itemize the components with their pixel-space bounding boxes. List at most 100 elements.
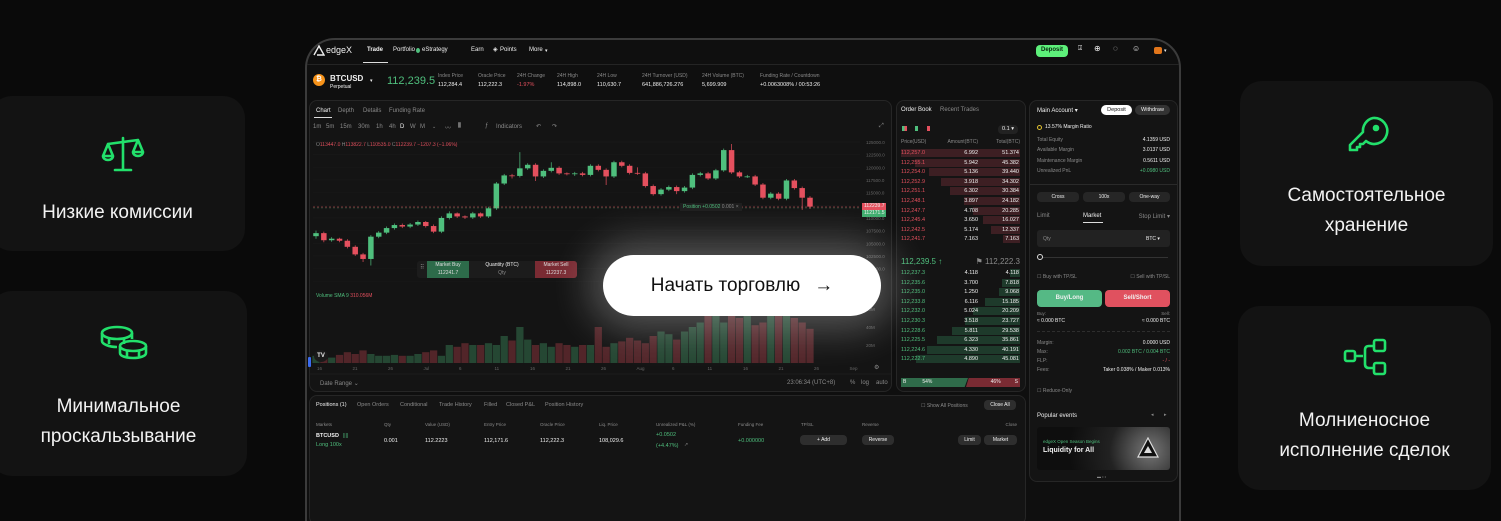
tab-market[interactable]: Market [1083,213,1102,219]
chart-tab[interactable]: Funding Rate [389,108,426,114]
orderbook-row[interactable]: 112,233.8 6.116 15.185 [901,297,1020,306]
close-limit-button[interactable]: Limit [958,435,981,445]
orderbook-row[interactable]: 112,251.1 6.302 30.384 [901,187,1020,196]
quantity-input[interactable]: Quantity (BTC) Qty [485,262,519,276]
book-asks-view-icon[interactable] [927,126,930,131]
indicators-icon[interactable]: ƒ [485,123,489,129]
orderbook-row[interactable]: 112,242.5 5.174 12.337 [901,225,1020,234]
carousel-dots[interactable]: ▬ • • [1097,474,1107,479]
drag-handle-icon[interactable]: ⠿ [420,265,425,271]
slider-handle[interactable] [1037,254,1043,260]
candle-style-icon[interactable]: ⫼ [458,123,461,129]
reverse-button[interactable]: Reverse [862,435,894,445]
interval-option[interactable]: 1m [313,124,322,130]
buy-tpsl-checkbox[interactable]: ☐ Buy with TP/SL [1037,274,1077,280]
positions-tab[interactable]: Trade History [439,402,472,408]
account-selector[interactable]: Main Account ▾ [1037,108,1078,114]
redo-icon[interactable]: ↷ [552,124,558,130]
show-all-positions-checkbox[interactable]: ☐ Show All Positions [921,403,968,409]
qty-unit-dropdown[interactable]: BTC ▾ [1146,236,1160,242]
interval-option[interactable]: 15m [340,124,352,130]
nav-points[interactable]: Points [500,47,517,53]
orderbook-row[interactable]: 112,245.4 3.650 16.027 [901,216,1020,225]
fullscreen-icon[interactable]: ⤢ [879,123,884,129]
orderbook-row[interactable]: 112,241.7 7.163 7.163 [901,235,1020,244]
positions-tab[interactable]: Open Orders [357,402,389,408]
nav-trade[interactable]: Trade [367,47,384,53]
event-banner[interactable]: edgeX Open Season Begins Liquidity for A… [1037,427,1170,470]
withdraw-button[interactable]: Withdraw [1135,105,1170,115]
positions-tab[interactable]: Closed P&L [506,402,536,408]
tab-limit[interactable]: Limit [1037,213,1050,219]
interval-option[interactable]: M [420,124,425,130]
positions-tab[interactable]: Position History [545,402,584,408]
date-range-dropdown[interactable]: Date Range ⌄ [320,381,359,387]
leverage-button[interactable]: 100x [1083,192,1125,202]
prev-event-icon[interactable]: ◂ [1151,412,1154,418]
book-both-view-icon[interactable] [902,126,907,131]
orderbook-row[interactable]: 112,232.0 5.024 20.209 [901,307,1020,316]
market-sell-button[interactable]: Market Sell 112237.3 [535,261,577,278]
chevron-down-icon[interactable]: ⌄ [432,124,437,130]
next-event-icon[interactable]: ▸ [1164,412,1167,418]
positions-tab[interactable]: Filled [484,402,498,408]
chevron-down-icon[interactable]: ▾ [1164,48,1167,54]
orderbook-row[interactable]: 112,224.6 4.330 40.191 [901,345,1020,354]
symbol-dropdown-icon[interactable]: ▾ [370,78,373,84]
interval-option[interactable]: 1h [376,124,383,130]
chart-tab[interactable]: Depth [338,108,355,114]
orderbook-row[interactable]: 112,230.3 3.518 23.727 [901,317,1020,325]
chart-tab[interactable]: Chart [316,108,331,114]
orderbook-row[interactable]: 112,228.6 5.811 29.538 [901,326,1020,335]
positions-tab[interactable]: Conditional [400,402,428,408]
position-market[interactable]: BTCUSD [316,433,339,439]
interval-option[interactable]: D [400,124,405,130]
interval-option[interactable]: W [410,124,416,130]
orderbook-row[interactable]: 112,247.7 4.708 20.285 [901,206,1020,215]
reduce-only-checkbox[interactable]: ☐ Reduce-Only [1037,388,1073,394]
start-trading-button[interactable]: Начать торговлю → [603,255,881,316]
close-all-button[interactable]: Close All [984,400,1016,410]
ticker-symbol[interactable]: BTCUSD [330,74,364,83]
percent-scale-toggle[interactable]: % [850,380,856,386]
orderbook-row[interactable]: 112,222.7 4.890 45.081 [901,355,1020,364]
close-market-button[interactable]: Market [984,435,1017,445]
book-bids-view-icon[interactable] [915,126,918,131]
orderbook-row[interactable]: 112,237.3 4.118 4.118 [901,269,1020,277]
buy-long-button[interactable]: Buy/Long [1037,290,1102,307]
share-icon[interactable]: ↗ [684,442,689,448]
log-scale-toggle[interactable]: log [861,380,870,386]
nav-portfolio[interactable]: Portfolio [393,47,416,53]
tab-order-book[interactable]: Order Book [901,107,932,113]
globe-icon[interactable]: ⊕ [1094,44,1101,53]
orderbook-row[interactable]: 112,235.0 1.250 9.068 [901,288,1020,297]
interval-option[interactable]: 5m [326,124,335,130]
orderbook-row[interactable]: 112,252.9 3.918 34.302 [901,177,1020,186]
orderbook-row[interactable]: 112,257.0 6.992 51.374 [901,149,1020,157]
deposit-button[interactable]: Deposit [1036,45,1068,57]
price-chart[interactable]: 125000.0 122500.0 120000.0 117500.0 115000.0… [309,100,892,392]
orderbook-row[interactable]: 112,255.1 5.942 45.382 [901,158,1020,167]
nav-earn[interactable]: Earn [471,47,484,53]
market-buy-button[interactable]: Market Buy 112241.7 [427,261,469,278]
interval-option[interactable]: 30m [358,124,370,130]
sell-short-button[interactable]: Sell/Short [1105,290,1170,307]
qty-input[interactable] [1037,230,1170,247]
auto-scale-toggle[interactable]: auto [876,380,888,386]
account-deposit-button[interactable]: Deposit [1101,105,1132,115]
notification-icon[interactable]: ◌ [1113,44,1118,53]
chart-tab[interactable]: Details [363,108,382,114]
orderbook-row[interactable]: 112,248.1 3.897 24.182 [901,197,1020,205]
orderbook-row[interactable]: 112,235.6 3.700 7.818 [901,278,1020,287]
orderbook-row[interactable]: 112,225.5 6.323 35.861 [901,336,1020,345]
settings-icon[interactable]: ☺ [1132,44,1141,53]
leverage-slider-track[interactable] [1040,257,1168,258]
tick-size-dropdown[interactable]: 0.1 ▾ [998,125,1018,134]
tab-stop-limit[interactable]: Stop Limit ▾ [1138,214,1170,220]
nav-more[interactable]: More [529,47,543,53]
interval-option[interactable]: 4h [389,124,396,130]
download-icon[interactable]: ⍗ [1078,45,1083,52]
tab-recent-trades[interactable]: Recent Trades [940,107,980,113]
position-mode-button[interactable]: One-way [1129,192,1170,202]
chart-settings-icon[interactable]: ⚙ [874,365,880,371]
